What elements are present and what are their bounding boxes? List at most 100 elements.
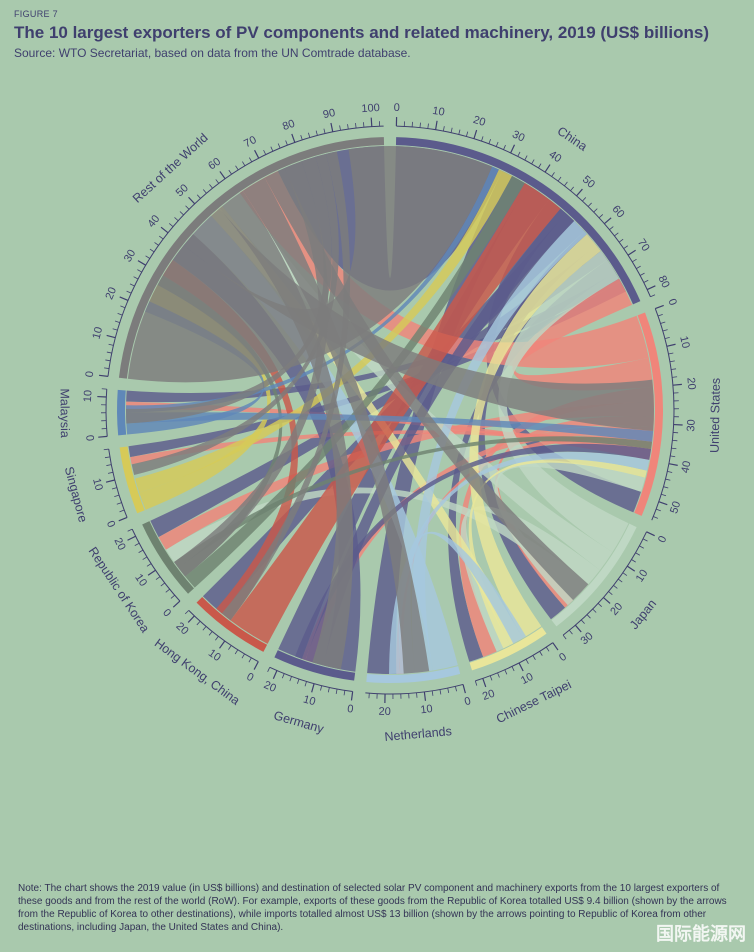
tick-label-singapore-10: 10 (90, 477, 105, 492)
tick-china-20 (473, 129, 478, 139)
tick-label-rest-of-the-world-10: 10 (90, 326, 105, 341)
tick-rest-of-the-world-64 (235, 165, 239, 171)
tick-china-40 (544, 164, 551, 173)
tick-label-chinese-taipei-10: 10 (519, 671, 535, 687)
tick-singapore-14 (106, 464, 112, 466)
tick-rest-of-the-world-48 (185, 205, 190, 210)
tick-japan-2 (642, 538, 648, 542)
tick-label-united-states-0: 0 (665, 297, 678, 307)
segment-label-hong-kong-china: Hong Kong, China (152, 636, 243, 708)
tick-rest-of-the-world-86 (315, 130, 318, 136)
tick-label-china-70: 70 (635, 237, 652, 254)
tick-label-chinese-taipei-20: 20 (481, 688, 496, 703)
tick-label-netherlands-10: 10 (420, 703, 434, 716)
chord-japan-to-china (498, 251, 629, 553)
tick-china-50 (576, 188, 583, 197)
tick-germany-12 (304, 681, 307, 687)
tick-rest-of-the-world-52 (196, 194, 201, 199)
tick-label-rest-of-the-world-40: 40 (145, 213, 162, 230)
tick-label-rest-of-the-world-60: 60 (206, 156, 223, 173)
tick-axis-japan (562, 531, 647, 636)
tick-china-48 (570, 186, 574, 191)
tick-china-10 (435, 120, 438, 130)
tick-china-62 (609, 226, 614, 231)
tick-rest-of-the-world-84 (308, 132, 311, 138)
tick-netherlands-8 (431, 690, 434, 696)
tick-japan-20 (602, 597, 611, 604)
tick-label-rest-of-the-world-30: 30 (122, 248, 139, 265)
tick-label-rest-of-the-world-100: 100 (361, 102, 380, 115)
tick-label-malaysia-0: 0 (83, 434, 96, 441)
tick-japan-6 (635, 552, 641, 556)
tick-label-hong-kong-china-20: 20 (173, 620, 190, 637)
tick-united-states-34 (672, 439, 678, 442)
tick-chinese-taipei-10 (518, 662, 524, 672)
tick-chinese-taipei-2 (545, 646, 550, 652)
tick-hong-kong-china-0 (253, 661, 259, 670)
tick-label-japan-0: 0 (656, 534, 669, 545)
tick-japan-14 (617, 578, 623, 583)
tick-singapore-12 (107, 471, 114, 474)
tick-netherlands-10 (423, 691, 427, 701)
tick-label-germany-20: 20 (262, 679, 278, 695)
tick-japan-4 (639, 545, 644, 549)
tick-rest-of-the-world-8 (108, 343, 114, 346)
segment-label-chinese-taipei: Chinese Taipei (494, 677, 574, 726)
tick-united-states-6 (662, 329, 668, 332)
tick-germany-10 (311, 683, 315, 693)
tick-china-80 (646, 285, 656, 291)
tick-label-japan-20: 20 (608, 601, 625, 618)
tick-rest-of-the-world-20 (119, 296, 129, 301)
tick-germany-8 (320, 685, 323, 691)
tick-rest-of-the-world-10 (106, 334, 116, 339)
tick-axis-chinese-taipei (475, 642, 554, 682)
segment-arc-united-states (634, 312, 664, 516)
tick-united-states-38 (670, 455, 676, 458)
chord-united-states-to-chinese-taipei (458, 386, 654, 658)
tick-united-states-36 (671, 447, 677, 450)
tick-rest-of-the-world-24 (129, 283, 135, 287)
tick-axis-hong-kong-china (188, 610, 259, 663)
chord-rest-of-the-world-to-netherlands (242, 177, 430, 674)
tick-japan-30 (574, 624, 582, 633)
tick-singapore-2 (119, 509, 125, 513)
tick-japan-16 (613, 585, 618, 589)
tick-chinese-taipei-18 (489, 675, 493, 681)
chord-netherlands-to-rest-of-the-world (193, 215, 458, 671)
tick-rest-of-the-world-36 (154, 242, 159, 246)
segment-label-united-states: United States (708, 378, 723, 453)
tick-singapore-6 (114, 494, 120, 498)
chord-china-to-singapore (128, 281, 626, 458)
tick-label-netherlands-0: 0 (463, 695, 472, 708)
tick-label-rest-of-the-world-80: 80 (281, 118, 297, 133)
segment-arc-republic-of-korea (142, 521, 194, 594)
tick-japan-22 (597, 603, 602, 608)
tick-rest-of-the-world-62 (228, 169, 232, 175)
tick-chinese-taipei-14 (504, 669, 508, 675)
tick-hong-kong-china-16 (202, 626, 207, 631)
segment-label-malaysia: Malaysia (57, 388, 71, 438)
tick-rest-of-the-world-4 (105, 359, 111, 362)
chart-note: Note: The chart shows the 2019 value (in… (18, 883, 727, 933)
tick-label-japan-10: 10 (634, 568, 651, 585)
tick-germany-18 (281, 673, 285, 679)
tick-label-germany-0: 0 (346, 703, 354, 716)
tick-germany-14 (297, 678, 300, 684)
tick-rest-of-the-world-78 (285, 140, 288, 146)
tick-china-28 (503, 144, 506, 150)
tick-label-china-10: 10 (432, 105, 446, 119)
tick-china-24 (488, 138, 492, 144)
tick-rest-of-the-world-18 (120, 305, 126, 309)
tick-rest-of-the-world-14 (114, 320, 120, 323)
tick-germany-16 (289, 676, 292, 682)
tick-axis-china (396, 125, 651, 297)
tick-rest-of-the-world-92 (339, 125, 341, 131)
segment-label-netherlands: Netherlands (384, 724, 452, 744)
tick-rest-of-the-world-82 (300, 135, 303, 141)
tick-united-states-20 (672, 383, 682, 386)
tick-label-rest-of-the-world-50: 50 (174, 182, 191, 199)
tick-japan-8 (631, 559, 636, 563)
tick-rest-of-the-world-68 (248, 157, 253, 163)
tick-china-58 (598, 214, 604, 219)
tick-hong-kong-china-22 (184, 610, 190, 615)
